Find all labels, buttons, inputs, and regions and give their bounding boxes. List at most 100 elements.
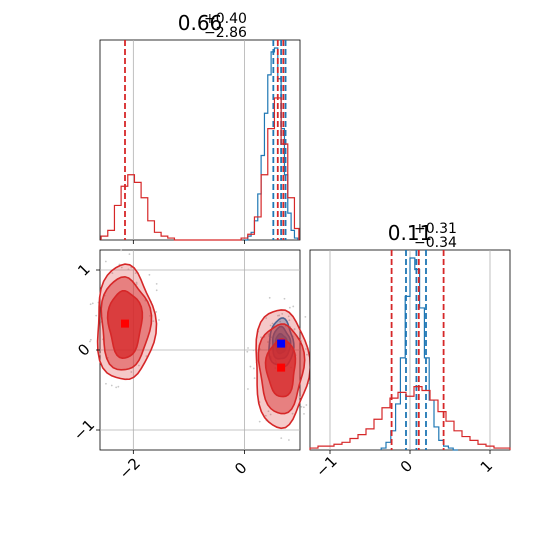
marginal-2-xtick-label: 0 bbox=[397, 457, 416, 476]
joint-scatter-point bbox=[264, 414, 267, 417]
joint-scatter-point bbox=[247, 388, 249, 390]
marginal-2-title-upper: +0.31 bbox=[414, 221, 457, 237]
joint-scatter-point bbox=[288, 319, 291, 322]
marginal-1-grid bbox=[132, 40, 245, 240]
marginal-2-red-histogram bbox=[309, 386, 511, 450]
marginal-1-ticks bbox=[132, 240, 245, 244]
joint-scatter-point bbox=[302, 406, 305, 409]
joint-scatter-point bbox=[152, 320, 155, 323]
joint-scatter-point bbox=[265, 317, 268, 319]
marginal-1-title: 0.66 bbox=[178, 11, 223, 35]
marginal-2-xtick-label: −1 bbox=[312, 452, 340, 480]
joint-scatter-point bbox=[252, 349, 255, 352]
joint-scatter-point bbox=[120, 266, 123, 269]
joint-scatter-point bbox=[292, 305, 295, 308]
joint-scatter-point bbox=[287, 439, 290, 441]
joint-scatter-point bbox=[247, 347, 249, 349]
marginal-1-title-upper: +0.40 bbox=[204, 11, 247, 27]
joint-scatter-point bbox=[268, 296, 271, 299]
joint-scatter-point bbox=[249, 365, 252, 368]
marginal-2-title-value: 0.11 bbox=[388, 221, 433, 245]
joint-scatter-point bbox=[135, 283, 138, 285]
joint-scatter-point bbox=[111, 272, 114, 275]
joint-scatter-point bbox=[281, 312, 284, 315]
marginal-2-title-lower: −0.34 bbox=[414, 235, 457, 251]
marginal-1-panel: 0.66 +0.40 −2.86 bbox=[99, 11, 301, 244]
joint-scatter-point bbox=[149, 314, 151, 317]
joint-scatter-point bbox=[306, 353, 308, 356]
joint-scatter-point bbox=[267, 410, 270, 413]
joint-ytick-label: 1 bbox=[74, 260, 93, 279]
joint-scatter-point bbox=[283, 297, 286, 300]
joint-scatter-point bbox=[89, 338, 92, 341]
joint-scatter-point bbox=[110, 384, 113, 387]
joint-scatter-point bbox=[89, 303, 92, 306]
marginal-2-histograms bbox=[309, 250, 511, 451]
joint-scatter-point bbox=[279, 320, 282, 323]
joint-scatter-point bbox=[130, 371, 133, 373]
joint-scatter-point bbox=[278, 314, 281, 317]
marginal-2-panel: −1 0 1 0.11 +0.31 −0.34 bbox=[309, 221, 511, 481]
joint-scatter-point bbox=[155, 311, 158, 313]
joint-scatter-point bbox=[89, 340, 91, 343]
joint-scatter-point bbox=[291, 412, 294, 415]
joint-ytick-label: −1 bbox=[70, 416, 98, 444]
joint-scatter-point bbox=[91, 302, 94, 305]
marginal-2-ticks: −1 0 1 bbox=[312, 450, 496, 481]
marginal-2-xtick-label: 1 bbox=[477, 457, 496, 476]
joint-xtick-label: −2 bbox=[116, 454, 144, 482]
marginal-1-red-histogram bbox=[100, 97, 300, 241]
joint-red-peak-marker bbox=[277, 363, 286, 372]
joint-scatter-point bbox=[303, 412, 305, 415]
joint-grid bbox=[100, 250, 300, 450]
joint-scatter-point bbox=[135, 281, 138, 284]
joint-scatter-point bbox=[305, 404, 308, 406]
joint-ytick-label: 0 bbox=[74, 340, 93, 359]
joint-xtick-label: 0 bbox=[231, 459, 250, 478]
joint-panel: −2 0 −1 0 1 bbox=[70, 249, 312, 483]
joint-scatter-point bbox=[128, 253, 131, 256]
joint-scatter-point bbox=[127, 268, 130, 271]
joint-scatter-point bbox=[293, 328, 296, 330]
joint-scatter-point bbox=[305, 348, 307, 350]
joint-scatter-point bbox=[269, 324, 272, 327]
joint-scatter-point bbox=[258, 420, 261, 423]
joint-blue-peak-marker bbox=[277, 339, 286, 348]
joint-scatter-point bbox=[148, 273, 151, 276]
joint-scatter-point bbox=[271, 322, 274, 325]
joint-scatter-point bbox=[145, 355, 148, 358]
joint-scatter-point bbox=[104, 260, 107, 263]
joint-scatter-point bbox=[287, 315, 290, 318]
joint-scatter-point bbox=[280, 437, 283, 440]
joint-scatter-point bbox=[288, 306, 291, 309]
joint-scatter-point bbox=[138, 364, 140, 367]
marginal-1-frame bbox=[99, 39, 301, 241]
joint-scatter-point bbox=[304, 315, 307, 318]
joint-scatter-point bbox=[120, 249, 123, 252]
marginal-1-title-value: 0.66 bbox=[178, 11, 223, 35]
joint-scatter-point bbox=[267, 341, 269, 343]
joint-red-peak-marker bbox=[121, 319, 129, 328]
joint-scatter-point bbox=[259, 348, 262, 351]
joint-scatter-point bbox=[246, 350, 249, 353]
joint-scatter-point bbox=[134, 272, 137, 274]
marginal-1-histograms bbox=[100, 40, 300, 241]
joint-scatter-point bbox=[158, 319, 160, 321]
joint-scatter-point bbox=[253, 377, 256, 380]
joint-scatter-point bbox=[115, 386, 118, 389]
joint-scatter-point bbox=[269, 413, 272, 416]
marginal-2-title: 0.11 bbox=[388, 221, 433, 245]
joint-scatter-point bbox=[298, 396, 301, 399]
joint-scatter-point bbox=[95, 314, 98, 317]
joint-scatter-point bbox=[155, 282, 158, 285]
joint-scatter-point bbox=[105, 382, 107, 385]
joint-scatter-point bbox=[260, 336, 262, 339]
joint-scatter-point bbox=[252, 367, 255, 370]
joint-scatter-point bbox=[117, 385, 120, 388]
joint-scatter-point bbox=[155, 289, 158, 292]
marginal-1-title-lower: −2.86 bbox=[204, 25, 247, 41]
joint-contours bbox=[96, 263, 312, 430]
joint-scatter-point bbox=[300, 405, 303, 408]
